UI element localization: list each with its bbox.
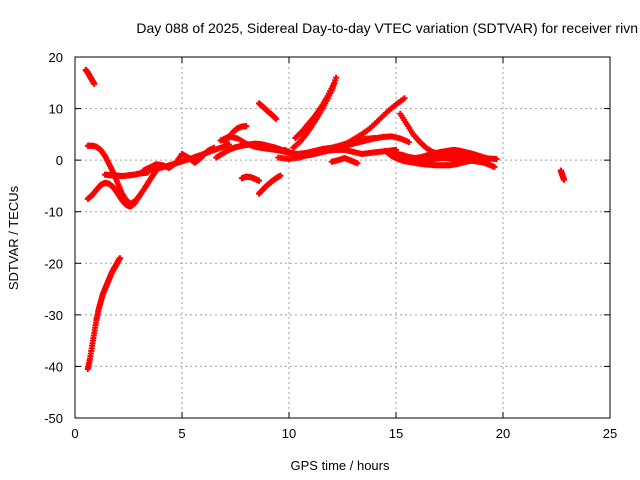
data-point [333,74,340,81]
y-tick-label: -20 [44,256,63,271]
data-point [277,172,284,179]
y-tick-label: 10 [49,102,63,117]
series-arc-24 [557,167,567,183]
data-point [354,160,361,167]
x-tick-label: 15 [389,426,403,441]
series-arc-2 [84,255,123,373]
data-point [226,141,233,148]
data-point [91,80,98,87]
x-tick-label: 25 [603,426,617,441]
tick-labels: 0 5 10 15 20 25 -50 -40 -30 -20 -10 0 10 20 [44,50,617,441]
y-tick-label: -10 [44,205,63,220]
data-point [273,115,280,122]
series-arc-10 [221,123,250,146]
data-point [401,95,408,102]
series-arc-4 [84,179,143,210]
series-arc-11 [238,173,263,184]
series-arc-23 [414,155,485,166]
plot-frame [74,56,611,419]
series-arc-17 [290,74,340,151]
y-tick-label: -30 [44,308,63,323]
data-point [116,255,123,262]
data-point [371,134,378,141]
axis-ticks [74,56,611,419]
x-tick-label: 20 [496,426,510,441]
data-point [136,193,143,200]
plot-border [74,56,611,419]
series-arc-19 [333,95,408,152]
series-arc-5 [101,169,151,180]
series-arc-12 [256,172,284,197]
y-tick-label: -40 [44,359,63,374]
series-arc-13 [256,100,280,122]
data-point [256,177,263,184]
series-arc-18 [328,155,361,167]
x-tick-label: 10 [282,426,296,441]
x-tick-label: 0 [71,426,78,441]
data-point [493,156,500,163]
data-point [243,123,250,130]
x-axis-label: GPS time / hours [291,458,390,473]
data-point [478,159,485,166]
y-axis-label: SDTVAR / TECUs [6,185,21,290]
y-tick-label: 0 [56,153,63,168]
data-points [82,66,567,373]
chart-title: Day 088 of 2025, Sidereal Day-to-day VTE… [136,20,638,36]
x-tick-label: 5 [178,426,185,441]
series-arc-7 [149,141,233,174]
series-arc-1 [82,66,98,87]
data-point [405,139,412,146]
data-point [560,176,567,183]
data-point [491,163,498,170]
grid [75,57,610,418]
series-arc-3 [84,142,164,207]
y-tick-label: 20 [49,50,63,65]
y-tick-label: -50 [44,411,63,426]
